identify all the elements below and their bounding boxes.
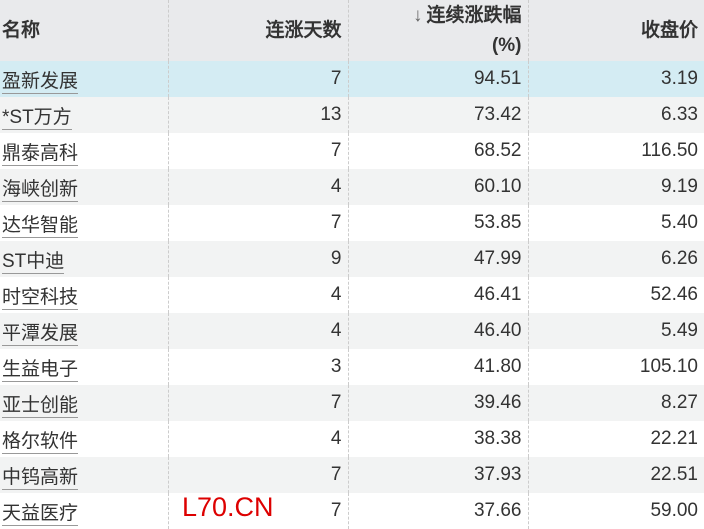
cell-days: 7 (167, 493, 348, 529)
cell-name: 生益电子 (0, 349, 168, 385)
table-row[interactable]: ST中迪 9 47.99 6.26 (0, 241, 704, 277)
cell-change: 46.40 (347, 313, 528, 349)
cell-price: 9.19 (527, 169, 704, 205)
table-row[interactable]: 鼎泰高科 7 68.52 116.50 (0, 133, 704, 169)
cell-name: 达华智能 (0, 205, 168, 241)
table-row[interactable]: 格尔软件 4 38.38 22.21 (0, 421, 704, 457)
header-row: 名称 连涨天数 ↓ 连续涨跌幅 (%) 收盘价 (0, 0, 704, 61)
cell-price: 22.21 (527, 421, 704, 457)
cell-name: 鼎泰高科 (0, 133, 168, 169)
cell-name: 天益医疗 (0, 493, 168, 529)
header-change-label: 连续涨跌幅 (426, 4, 522, 26)
cell-name: 盈新发展 (0, 61, 168, 97)
cell-days: 4 (167, 169, 348, 205)
table-row[interactable]: 天益医疗 7 37.66 59.00 (0, 493, 704, 529)
cell-change: 38.38 (347, 421, 528, 457)
table-row[interactable]: *ST万方 13 73.42 6.33 (0, 97, 704, 133)
cell-name: 海峡创新 (0, 169, 168, 205)
cell-change: 37.93 (347, 457, 528, 493)
table-row[interactable]: 生益电子 3 41.80 105.10 (0, 349, 704, 385)
cell-price: 6.33 (527, 97, 704, 133)
table-row[interactable]: 亚士创能 7 39.46 8.27 (0, 385, 704, 421)
stock-name-link[interactable]: 生益电子 (2, 358, 79, 382)
cell-name: 亚士创能 (0, 385, 168, 421)
cell-price: 8.27 (527, 385, 704, 421)
cell-change: 53.85 (347, 205, 528, 241)
stock-name-link[interactable]: 亚士创能 (2, 394, 79, 418)
table-row[interactable]: 海峡创新 4 60.10 9.19 (0, 169, 704, 205)
stock-name-link[interactable]: 达华智能 (2, 214, 79, 238)
stock-name-link[interactable]: *ST万方 (2, 106, 72, 130)
header-change-unit: (%) (491, 34, 522, 56)
stock-name-link[interactable]: 平潭发展 (2, 322, 79, 346)
header-days[interactable]: 连涨天数 (167, 0, 348, 61)
cell-price: 105.10 (527, 349, 704, 385)
stock-name-link[interactable]: 天益医疗 (2, 502, 79, 526)
cell-price: 116.50 (527, 133, 704, 169)
stock-name-link[interactable]: 时空科技 (2, 286, 79, 310)
cell-days: 7 (167, 205, 348, 241)
cell-price: 52.46 (527, 277, 704, 313)
cell-name: 中钨高新 (0, 457, 168, 493)
cell-change: 47.99 (347, 241, 528, 277)
sort-down-arrow-icon: ↓ (412, 4, 423, 26)
cell-price: 3.19 (527, 61, 704, 97)
cell-name: 时空科技 (0, 277, 168, 313)
header-name[interactable]: 名称 (0, 0, 168, 61)
cell-price: 22.51 (527, 457, 704, 493)
table-row[interactable]: 达华智能 7 53.85 5.40 (0, 205, 704, 241)
cell-days: 9 (167, 241, 348, 277)
stock-name-link[interactable]: 鼎泰高科 (2, 142, 79, 166)
cell-price: 6.26 (527, 241, 704, 277)
stock-name-link[interactable]: 格尔软件 (2, 430, 79, 454)
stock-name-link[interactable]: 中钨高新 (2, 466, 79, 490)
table-row[interactable]: 中钨高新 7 37.93 22.51 (0, 457, 704, 493)
cell-days: 7 (167, 133, 348, 169)
cell-change: 37.66 (347, 493, 528, 529)
header-price[interactable]: 收盘价 (527, 0, 704, 61)
cell-change: 73.42 (347, 97, 528, 133)
stock-name-link[interactable]: 海峡创新 (2, 178, 79, 202)
cell-change: 94.51 (347, 61, 528, 97)
cell-name: 平潭发展 (0, 313, 168, 349)
cell-change: 60.10 (347, 169, 528, 205)
cell-change: 41.80 (347, 349, 528, 385)
cell-change: 39.46 (347, 385, 528, 421)
cell-days: 13 (167, 97, 348, 133)
table-row[interactable]: 平潭发展 4 46.40 5.49 (0, 313, 704, 349)
header-change[interactable]: ↓ 连续涨跌幅 (%) (347, 0, 528, 61)
table-row[interactable]: 时空科技 4 46.41 52.46 (0, 277, 704, 313)
cell-days: 4 (167, 421, 348, 457)
stock-name-link[interactable]: ST中迪 (2, 250, 65, 274)
cell-days: 7 (167, 385, 348, 421)
table-row[interactable]: 盈新发展 7 94.51 3.19 (0, 61, 704, 97)
cell-name: 格尔软件 (0, 421, 168, 457)
cell-price: 59.00 (527, 493, 704, 529)
cell-name: ST中迪 (0, 241, 168, 277)
cell-change: 46.41 (347, 277, 528, 313)
cell-days: 4 (167, 313, 348, 349)
cell-days: 7 (167, 61, 348, 97)
cell-days: 7 (167, 457, 348, 493)
cell-days: 3 (167, 349, 348, 385)
stock-name-link[interactable]: 盈新发展 (2, 70, 79, 94)
cell-days: 4 (167, 277, 348, 313)
cell-price: 5.49 (527, 313, 704, 349)
cell-price: 5.40 (527, 205, 704, 241)
cell-name: *ST万方 (0, 97, 168, 133)
cell-change: 68.52 (347, 133, 528, 169)
